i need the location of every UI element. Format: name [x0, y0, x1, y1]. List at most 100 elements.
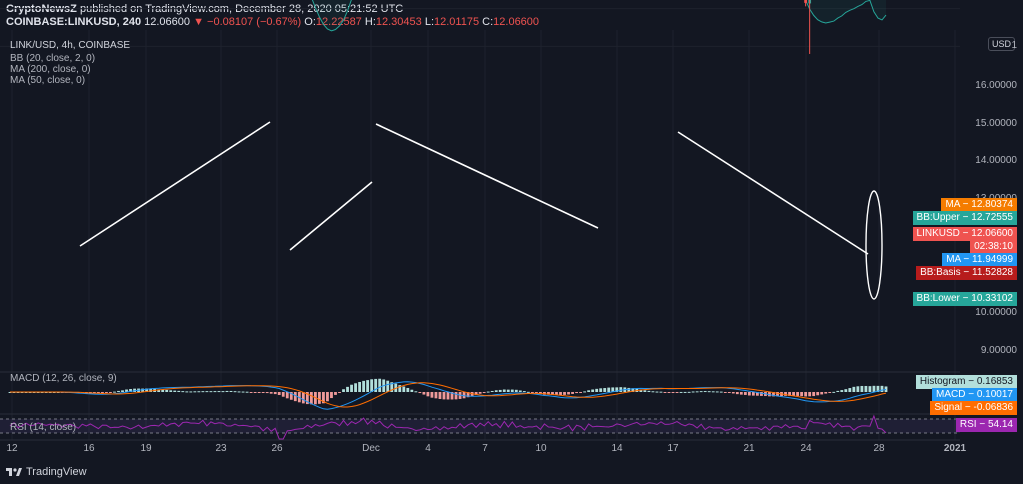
macd-histogram-bar — [627, 387, 631, 392]
macd-histogram-bar — [840, 390, 844, 392]
macd-histogram-bar — [189, 391, 193, 393]
macd-histogram-bar — [442, 392, 446, 400]
macd-histogram-bar — [772, 392, 775, 397]
macd-histogram-bar — [631, 388, 635, 392]
macd-histogram-bar — [715, 391, 719, 393]
macd-histogram-bar — [567, 392, 570, 395]
macd-histogram-bar — [402, 386, 406, 392]
macd-histogram-bar — [808, 392, 812, 397]
symbol-legend[interactable]: LINK/USD, 4h, COINBASE — [10, 40, 131, 51]
macd-histogram-bar — [161, 389, 165, 392]
trend-line — [289, 181, 373, 251]
trend-lines — [79, 121, 883, 300]
signal-line — [10, 382, 887, 408]
macd-legend[interactable]: MACD (12, 26, close, 9) — [10, 373, 117, 384]
rsi-line — [9, 414, 887, 440]
macd-histogram-bar — [506, 389, 510, 392]
macd-histogram-bar — [169, 390, 173, 392]
macd-histogram-bar — [526, 391, 530, 393]
x-axis-label: 28 — [873, 443, 885, 454]
macd-histogram-bar — [450, 392, 454, 400]
macd-histogram-bar — [679, 391, 683, 393]
macd-histogram-bar — [551, 392, 554, 395]
macd-histogram-bar — [109, 392, 112, 393]
macd-histogram-bar — [225, 390, 229, 392]
macd-histogram-bar — [856, 386, 860, 392]
macd-histogram-bar — [643, 390, 647, 392]
macd-histogram-bar — [659, 391, 663, 393]
trend-line — [375, 123, 599, 229]
macd-histogram-bar — [651, 391, 655, 393]
macd-histogram-bar — [454, 392, 458, 400]
macd-histogram-bar — [117, 390, 120, 392]
indicator-tag: MACD − 0.10017 — [932, 388, 1017, 402]
macd-histogram-bar — [193, 391, 197, 393]
macd-histogram-bar — [844, 389, 848, 392]
macd-histogram-bar — [534, 392, 538, 394]
macd-pane — [8, 378, 888, 410]
macd-histogram-bar — [338, 392, 341, 393]
macd-histogram-bar — [418, 392, 422, 394]
x-axis-label: 4 — [425, 443, 431, 454]
macd-histogram-bar — [591, 389, 595, 392]
macd-histogram-bar — [747, 392, 751, 396]
macd-histogram-bar — [707, 391, 711, 393]
macd-histogram-bar — [466, 392, 470, 398]
macd-histogram-bar — [518, 390, 522, 392]
indicator-tag: RSI − 54.14 — [955, 418, 1017, 432]
macd-histogram-bar — [326, 392, 329, 402]
macd-histogram-bar — [334, 392, 337, 395]
macd-histogram-bar — [852, 386, 856, 392]
macd-histogram-bar — [113, 391, 116, 393]
macd-histogram-bar — [514, 389, 518, 392]
bb-legend[interactable]: BB (20, close, 2, 0) — [10, 53, 96, 64]
macd-histogram-bar — [510, 389, 514, 392]
macd-histogram-bar — [494, 390, 498, 392]
macd-histogram-bar — [289, 392, 293, 400]
macd-histogram-bar — [281, 392, 285, 397]
macd-histogram-bar — [101, 392, 104, 394]
macd-histogram-bar — [342, 389, 345, 392]
y-axis-label: 15.00000 — [975, 118, 1017, 129]
price-change: ▼ −0.08107 (−0.67%) — [193, 16, 302, 28]
macd-histogram-bar — [820, 392, 824, 395]
currency-button[interactable]: USD — [987, 37, 1015, 51]
x-axis-label: 14 — [611, 443, 623, 454]
bollinger-bands — [311, 0, 887, 32]
macd-histogram-bar — [719, 391, 723, 393]
ma200-legend[interactable]: MA (200, close, 0) — [10, 64, 91, 75]
macd-histogram-bar — [587, 390, 591, 392]
macd-histogram-bar — [318, 392, 321, 404]
macd-histogram-bar — [205, 391, 209, 393]
macd-histogram-bar — [426, 392, 430, 397]
macd-histogram-bar — [884, 386, 888, 392]
macd-histogram-bar — [474, 392, 478, 395]
tradingview-logo[interactable]: TradingView — [6, 466, 87, 478]
open-value: 12.22587 — [316, 16, 362, 28]
macd-histogram-bar — [583, 391, 587, 393]
macd-histogram-bar — [796, 392, 800, 396]
macd-histogram-bar — [125, 389, 128, 392]
macd-histogram-bar — [675, 392, 679, 393]
x-axis-label: Dec — [362, 443, 380, 454]
macd-line — [10, 381, 887, 410]
macd-histogram-bar — [273, 392, 277, 395]
macd-histogram-bar — [607, 387, 611, 392]
macd-histogram-bar — [261, 392, 265, 393]
macd-histogram-bar — [434, 392, 438, 399]
indicator-tag: Histogram − 0.16853 — [915, 375, 1017, 389]
rsi-legend[interactable]: RSI (14, close) — [10, 422, 77, 433]
macd-histogram-bar — [832, 391, 836, 393]
macd-histogram-bar — [655, 391, 659, 393]
macd-histogram-bar — [129, 389, 132, 392]
price-tag: BB:Upper − 12.72555 — [912, 211, 1017, 225]
macd-histogram-bar — [213, 391, 217, 393]
macd-histogram-bar — [743, 392, 747, 395]
bb-fill — [312, 0, 886, 31]
ma50-legend[interactable]: MA (50, close, 0) — [10, 75, 86, 86]
macd-histogram-bar — [547, 392, 550, 395]
y-axis-top-partial: 1 — [1011, 40, 1017, 51]
macd-histogram-bar — [563, 392, 566, 395]
